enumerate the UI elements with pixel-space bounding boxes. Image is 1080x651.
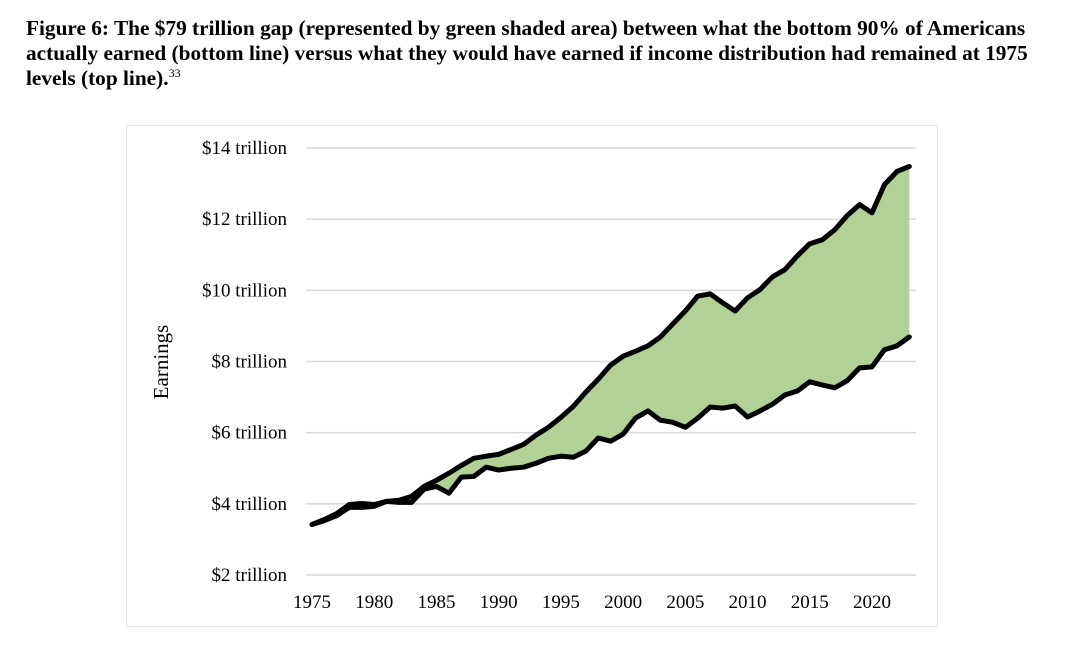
figure-caption: Figure 6: The $79 trillion gap (represen… [26, 16, 1066, 91]
x-tick-label: 2000 [604, 592, 642, 613]
x-tick-label: 2005 [666, 592, 704, 613]
y-axis-title: Earnings [149, 325, 173, 400]
y-tick-label: $14 trillion [202, 138, 287, 159]
x-axis-tick-labels: 1975 1980 1985 1990 1995 2000 2005 2010 2015 2020 [293, 592, 891, 613]
y-tick-label: $10 trillion [202, 280, 287, 301]
footnote-ref: 33 [168, 66, 181, 80]
x-tick-label: 1980 [355, 592, 393, 613]
x-tick-label: 1995 [542, 592, 580, 613]
y-axis-tick-labels: $14 trillion $12 trillion $10 trillion $8 t… [202, 138, 287, 586]
y-tick-label: $6 trillion [212, 423, 288, 444]
y-tick-label: $4 trillion [212, 494, 288, 515]
y-tick-label: $2 trillion [212, 565, 288, 586]
bottom-line-actual-earnings [309, 334, 912, 527]
x-tick-label: 2020 [853, 592, 891, 613]
caption-text: Figure 6: The $79 trillion gap (represen… [26, 16, 1028, 90]
x-tick-label: 1985 [417, 592, 455, 613]
y-tick-label: $12 trillion [202, 209, 287, 230]
series-lines [309, 164, 912, 527]
x-tick-label: 1975 [293, 592, 331, 613]
top-line-1975-distribution [309, 164, 912, 527]
x-tick-label: 2010 [729, 592, 767, 613]
gap-shaded-area [312, 166, 910, 525]
gap-area-layer [312, 166, 910, 525]
y-tick-label: $8 trillion [212, 352, 288, 373]
x-tick-label: 2015 [791, 592, 829, 613]
x-tick-label: 1990 [480, 592, 518, 613]
